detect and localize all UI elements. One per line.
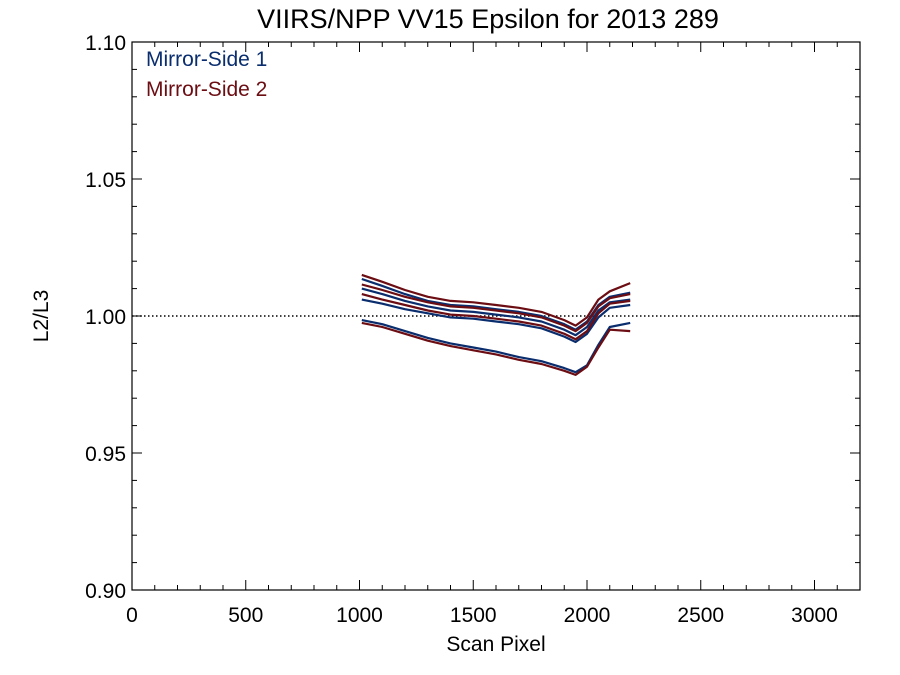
- series-1-line-4: [361, 319, 631, 374]
- legend-entry-mirror-side-1: Mirror-Side 1: [146, 48, 267, 71]
- x-tick-label: 500: [228, 604, 263, 627]
- series-2-line-1: [361, 273, 631, 327]
- series-2-line-4: [361, 321, 631, 376]
- x-tick-label: 2000: [564, 604, 611, 627]
- y-axis-label: L2/L3: [30, 290, 53, 343]
- y-tick-label: 1.00: [85, 306, 126, 329]
- y-tick-label: 0.95: [85, 443, 126, 466]
- x-axis-label: Scan Pixel: [446, 633, 545, 656]
- series-2-line-3: [361, 293, 631, 341]
- x-tick-label: 2500: [677, 604, 724, 627]
- series-1-line-2: [361, 287, 631, 337]
- y-tick-label: 1.10: [85, 32, 126, 55]
- legend: Mirror-Side 1 Mirror-Side 2: [146, 48, 267, 101]
- x-tick-label: 0: [126, 604, 138, 627]
- series-2-line-2: [361, 283, 631, 333]
- y-tick-label: 1.05: [85, 169, 126, 192]
- plot-frame: [131, 41, 861, 591]
- plot-area: 0 500 1000 1500 2000 2500 3000 0.90 0.95 1.00 1.05…: [85, 32, 861, 627]
- series-1-line-3: [361, 298, 631, 344]
- x-tick-label: 1000: [336, 604, 383, 627]
- y-tick-label: 0.90: [85, 580, 126, 603]
- x-tick-label: 1500: [450, 604, 497, 627]
- chart-title: VIIRS/NPP VV15 Epsilon for 2013 289: [257, 4, 719, 34]
- x-tick-label: 3000: [791, 604, 838, 627]
- legend-entry-mirror-side-2: Mirror-Side 2: [146, 78, 267, 101]
